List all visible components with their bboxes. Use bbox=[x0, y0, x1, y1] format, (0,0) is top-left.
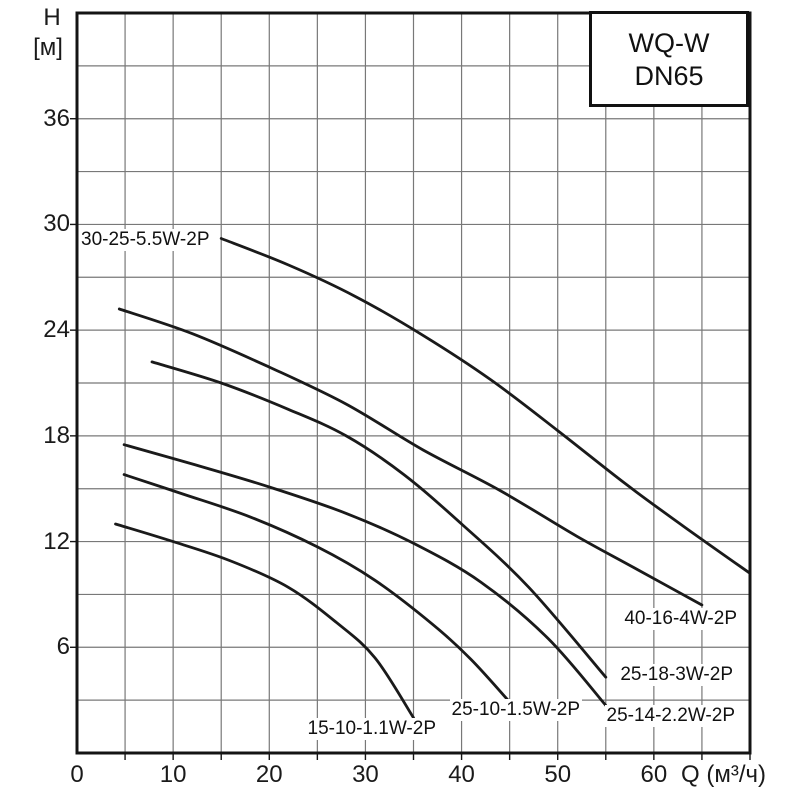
curve-25-14-2.2w-2p bbox=[122, 443, 608, 707]
curve-label-40-16-4w-2p: 40-16-4W-2P bbox=[622, 608, 739, 630]
x-tick-label-60: 60 bbox=[640, 761, 668, 788]
x-tick-label-10: 10 bbox=[159, 761, 187, 788]
curve-label-15-10-1.1w-2p: 15-10-1.1W-2P bbox=[305, 718, 438, 740]
pump-curves bbox=[114, 237, 752, 720]
y-tick-label-6: 6 bbox=[56, 633, 70, 661]
x-tick-label-40: 40 bbox=[448, 761, 475, 788]
y-tick-label-18: 18 bbox=[43, 421, 70, 449]
curve-label-25-10-1.5w-2p: 25-10-1.5W-2P bbox=[449, 699, 582, 721]
axis-ticks bbox=[70, 118, 751, 760]
x-tick-label-30: 30 bbox=[352, 761, 379, 788]
plot-border bbox=[75, 11, 752, 755]
curve-25-10-1.5w-2p bbox=[122, 473, 511, 704]
y-tick-label-24: 24 bbox=[43, 316, 70, 344]
grid-lines bbox=[77, 13, 750, 753]
curve-30-25-5.5w-2p bbox=[219, 237, 752, 575]
curve-40-16-4w-2p bbox=[117, 307, 704, 607]
x-tick-label-20: 20 bbox=[255, 761, 283, 788]
model-title-box: WQ-W DN65 bbox=[589, 11, 749, 107]
x-tick-label-50: 50 bbox=[544, 761, 572, 788]
plot-frame bbox=[75, 11, 752, 755]
y-tick-label-12: 12 bbox=[43, 527, 70, 555]
curve-label-30-25-5.5w-2p: 30-25-5.5W-2P bbox=[79, 229, 212, 251]
x-axis-unit-label: Q (м³/ч) bbox=[681, 761, 766, 788]
curve-label-25-14-2.2w-2p: 25-14-2.2W-2P bbox=[604, 705, 737, 727]
curve-label-25-18-3w-2p: 25-18-3W-2P bbox=[618, 664, 735, 686]
y-axis-title-symbol: H bbox=[43, 4, 61, 31]
y-axis-title-unit: [м] bbox=[33, 34, 63, 61]
curve-25-18-3w-2p bbox=[150, 360, 608, 679]
model-series-name: WQ-W bbox=[628, 28, 710, 58]
model-size: DN65 bbox=[634, 61, 704, 91]
y-tick-label-30: 30 bbox=[43, 210, 70, 238]
x-tick-label-0: 0 bbox=[70, 761, 84, 788]
curve-15-10-1.1w-2p bbox=[114, 522, 415, 720]
y-tick-label-36: 36 bbox=[43, 104, 70, 132]
